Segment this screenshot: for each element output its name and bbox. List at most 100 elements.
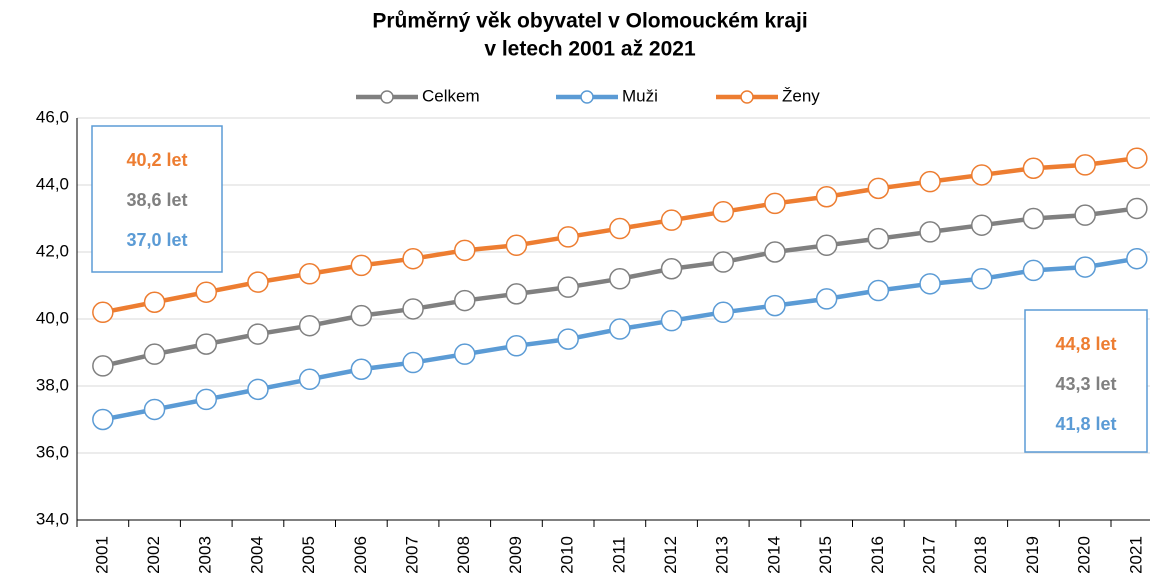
point [350,254,373,277]
point [92,301,114,324]
point [298,263,321,285]
point [247,271,269,293]
point [557,276,579,298]
point [505,234,528,257]
point [454,343,476,365]
point [919,170,941,193]
x-tick-label: 2002 [144,536,163,574]
x-tick-label: 2004 [247,536,266,574]
point [1074,256,1096,278]
point [712,201,734,223]
point [919,273,941,295]
y-tick-label: 42,0 [36,241,69,260]
chart-title: v letech 2001 až 2021 [484,38,696,61]
point [867,279,890,302]
x-tick-label: 2003 [196,536,215,574]
x-tick-label: 2017 [920,536,939,574]
point [919,221,941,243]
point [1074,154,1096,176]
point [1074,204,1096,226]
point [402,351,424,374]
x-tick-label: 2015 [816,536,835,574]
annotation-text: 40,2 let [126,150,187,170]
point [298,368,321,391]
y-tick-label: 46,0 [36,107,69,126]
y-tick-label: 38,0 [36,375,69,394]
point [867,177,890,200]
point [143,291,166,313]
point [92,408,114,431]
point [660,258,683,280]
point [298,314,321,337]
point [350,358,373,380]
point [971,164,993,186]
point [712,251,734,273]
legend-marker [380,90,394,104]
point [815,234,838,257]
point [195,388,217,411]
point [402,298,424,320]
x-tick-label: 2008 [454,536,473,574]
point [247,323,269,345]
point [764,192,786,215]
x-tick-label: 2021 [1126,536,1145,574]
annotation-text: 43,3 let [1055,374,1116,394]
point [1022,157,1045,179]
legend-marker [580,90,594,104]
point [660,209,683,231]
x-tick-label: 2018 [971,536,990,574]
x-tick-label: 2019 [1023,536,1042,574]
x-tick-label: 2014 [764,536,783,574]
point [350,304,373,327]
point [557,328,579,350]
annotation-text: 44,8 let [1055,334,1116,354]
annotation-text: 38,6 let [126,190,187,210]
annotation-box [1024,309,1148,453]
point [195,281,217,303]
x-tick-label: 2016 [868,536,887,574]
point [971,268,993,290]
point [609,217,631,240]
annotation-text: 41,8 let [1055,414,1116,434]
x-tick-label: 2009 [506,536,525,574]
chart-title: Průměrný věk obyvatel v Olomouckém kraji [372,10,807,33]
point [1022,207,1045,230]
point [92,355,114,377]
point [867,227,890,250]
point [505,335,528,357]
point [143,398,166,421]
x-tick-label: 2007 [403,536,422,574]
point [454,239,476,262]
point [712,301,734,324]
point [195,333,217,355]
y-tick-label: 40,0 [36,308,69,327]
point [454,289,476,312]
point [1022,259,1045,282]
annotation-text: 37,0 let [126,230,187,250]
legend-label: Celkem [422,86,480,105]
x-tick-label: 2001 [92,536,111,574]
point [505,283,528,305]
point [402,247,424,270]
x-tick-label: 2012 [661,536,680,574]
point [609,268,631,290]
point [764,294,786,317]
point [971,214,993,236]
annotation-box [91,125,223,273]
legend-label: Muži [622,86,658,105]
legend-label: Ženy [782,86,820,105]
point [609,318,631,340]
x-tick-label: 2010 [558,536,577,574]
point [815,185,838,208]
point [660,309,683,332]
point [815,288,838,310]
legend-marker [740,90,754,104]
y-tick-label: 36,0 [36,442,69,461]
x-tick-label: 2013 [713,536,732,574]
x-tick-label: 2005 [299,536,318,574]
point [557,226,579,248]
x-tick-label: 2006 [351,536,370,574]
point [1126,147,1148,169]
point [247,378,269,401]
